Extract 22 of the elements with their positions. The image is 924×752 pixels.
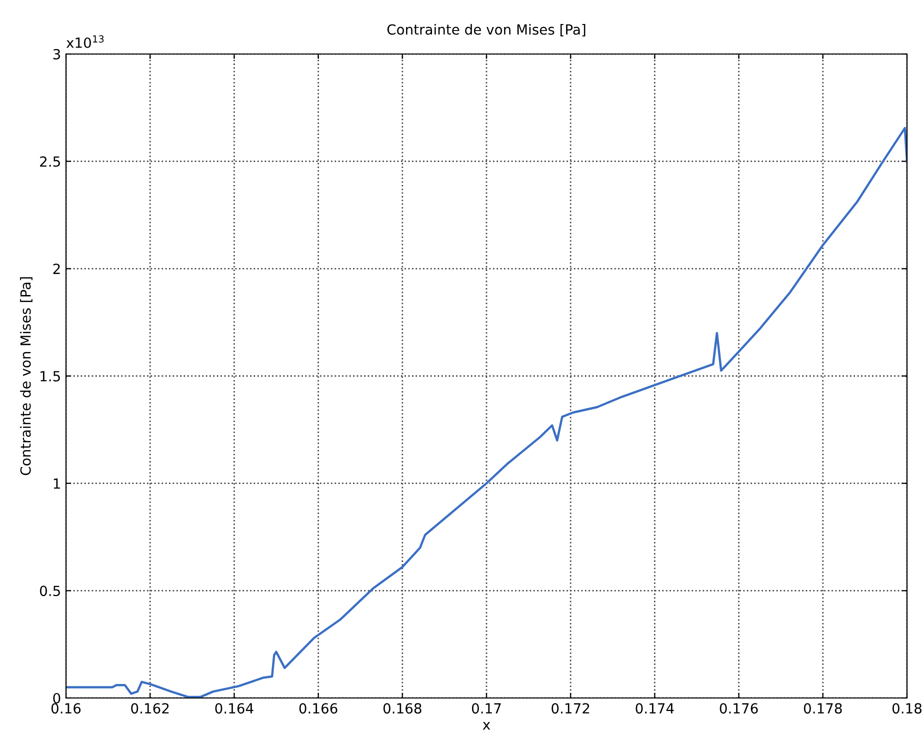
x-tick-label: 0.168 <box>383 703 422 714</box>
x-tick-label: 0.176 <box>720 703 758 714</box>
x-tick-label: 0.16 <box>51 703 81 714</box>
y-tick-label: 3 <box>53 48 60 60</box>
y-tick-label: 2.5 <box>40 156 60 167</box>
x-tick-label: 0.174 <box>636 703 674 714</box>
x-axis-title: x <box>482 722 490 730</box>
x-tick-label: 0.178 <box>804 703 842 714</box>
y-tick-label: 1 <box>54 478 60 489</box>
y-tick-label: 2 <box>53 264 60 274</box>
x-tick-label: 0.172 <box>552 703 590 714</box>
x-tick-label: 0.166 <box>299 703 338 714</box>
x-tick-label: 0.17 <box>472 703 501 714</box>
y-axis-title: Contrainte de von Mises [Pa] <box>20 277 32 476</box>
y-tick-label: 1.5 <box>40 371 60 382</box>
x-tick-label: 0.164 <box>215 703 254 714</box>
x-tick-label: 0.162 <box>131 703 169 714</box>
y-tick-label: 0 <box>53 692 60 704</box>
text: x10$^{13}$ <box>66 35 104 48</box>
y-tick-label: 0.5 <box>40 586 60 596</box>
chart-title: Contrainte de von Mises [Pa] <box>387 24 586 36</box>
x-tick-label: 0.18 <box>892 703 922 714</box>
